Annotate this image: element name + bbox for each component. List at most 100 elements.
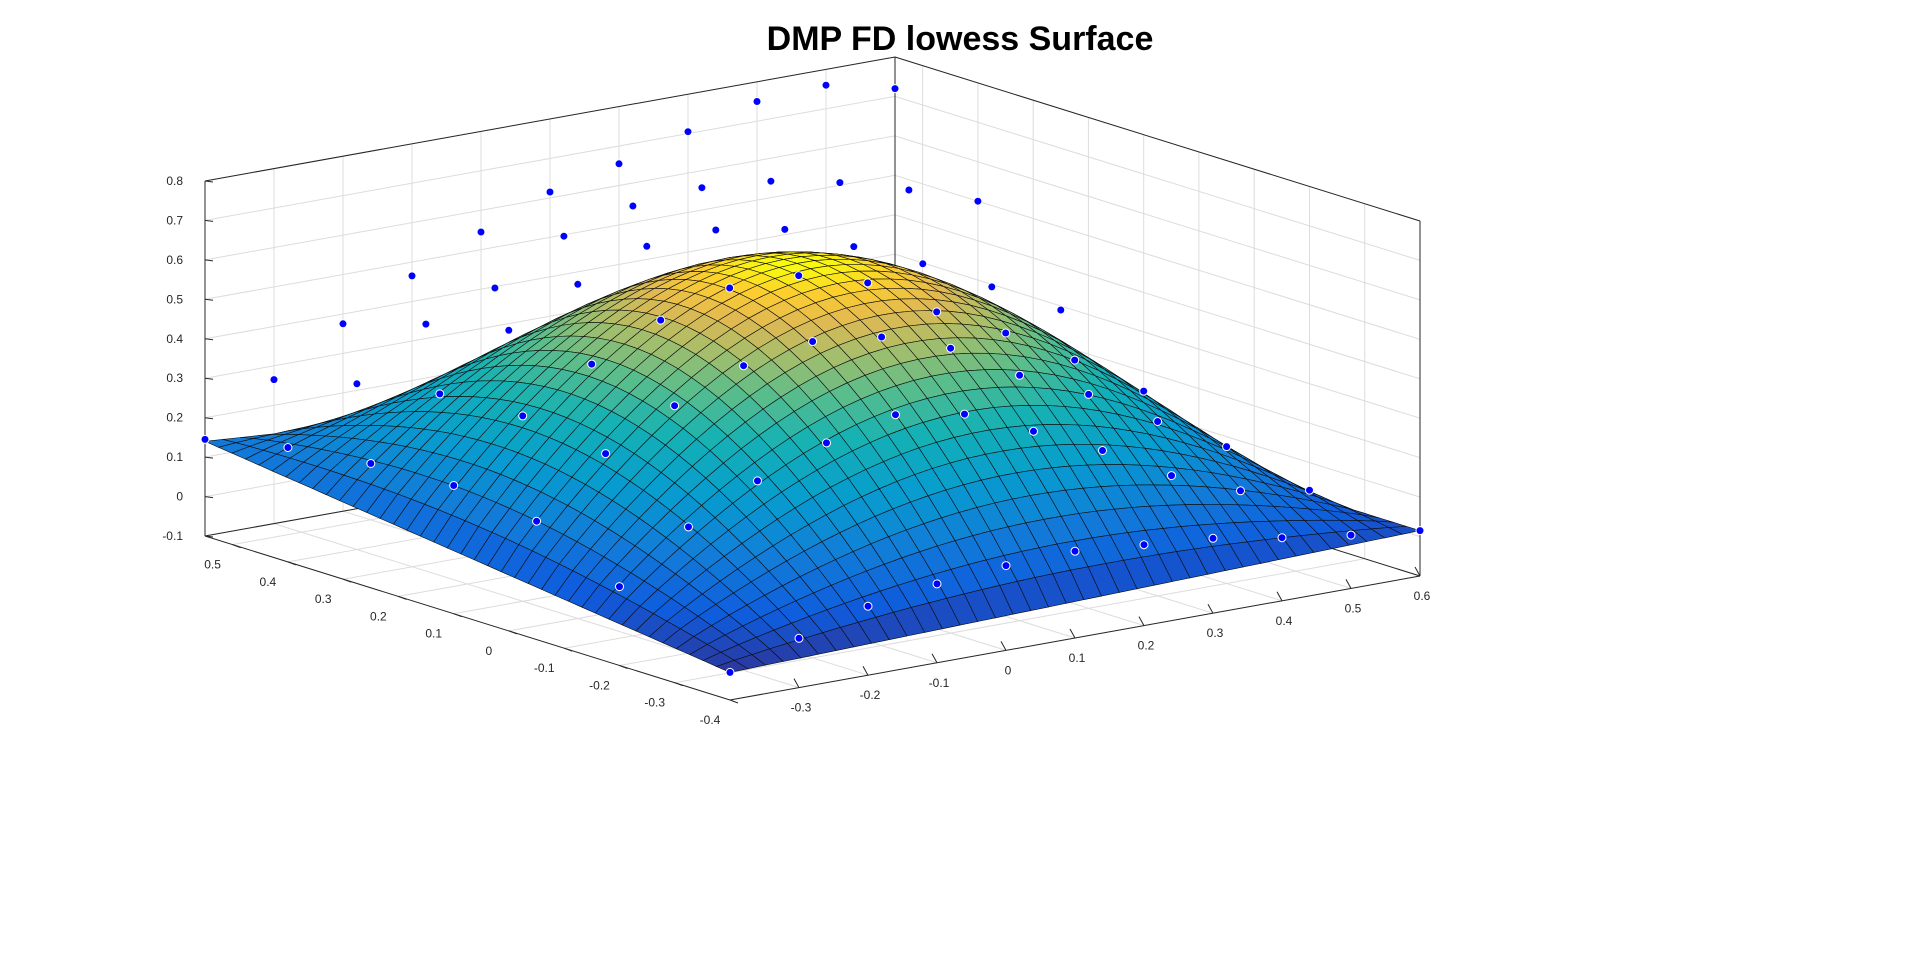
z-tick-mark [204, 219, 214, 222]
data-point [739, 361, 749, 371]
data-point [835, 178, 845, 188]
axis-box-edge [204, 56, 896, 182]
z-tick-mark [204, 338, 214, 341]
data-point [615, 582, 624, 592]
data-point [1001, 561, 1011, 571]
data-point [352, 379, 362, 389]
y-tick-mark [232, 544, 241, 549]
data-point [559, 231, 569, 241]
y-tick-label: 0.3 [315, 592, 332, 606]
data-point [932, 579, 942, 589]
y-tick-mark [398, 595, 407, 600]
x-tick-mark [1276, 591, 1283, 602]
z-tick-label: 0 [176, 490, 183, 504]
x-tick-mark [862, 665, 869, 676]
x-tick-label: 0.2 [1138, 639, 1155, 653]
data-point [1070, 355, 1080, 365]
y-tick-label: 0.1 [425, 627, 442, 641]
data-point [1070, 546, 1080, 556]
data-point [849, 242, 859, 252]
data-point [863, 278, 873, 288]
data-point [1346, 530, 1356, 540]
data-point [601, 449, 611, 459]
y-tick-label: -0.3 [644, 696, 665, 710]
data-point [670, 401, 680, 411]
data-point [490, 283, 500, 293]
chart-title: DMP FD lowess Surface [766, 20, 1154, 58]
data-point [1139, 386, 1149, 396]
z-tick-label: 0.6 [166, 253, 183, 267]
data-point [794, 271, 804, 281]
data-point [1167, 471, 1176, 481]
x-tick-label: 0.3 [1207, 626, 1224, 640]
data-point [573, 279, 583, 289]
data-point [338, 319, 348, 329]
y-tick-mark [287, 561, 297, 566]
z-tick-mark [204, 259, 214, 262]
x-tick-label: -0.2 [860, 688, 881, 702]
data-point [545, 187, 555, 197]
data-point [780, 224, 790, 234]
x-tick-mark [793, 678, 800, 688]
x-tick-mark [1138, 616, 1145, 626]
y-tick-label: 0.4 [260, 575, 277, 589]
z-tick-mark [204, 298, 214, 301]
y-tick-label: -0.4 [700, 713, 721, 727]
data-point [1236, 486, 1245, 496]
data-point [1015, 370, 1025, 380]
gridline-backwall-z [894, 135, 1421, 301]
axis-box-edge [894, 56, 1421, 222]
data-point [1056, 305, 1066, 315]
data-point [366, 459, 376, 468]
z-tick-mark [204, 456, 214, 459]
y-tick-mark [619, 665, 628, 669]
x-tick-mark [931, 653, 938, 664]
z-tick-mark [204, 496, 214, 499]
data-point [808, 337, 818, 346]
data-point [891, 410, 900, 420]
z-tick-label: 0.5 [166, 292, 183, 306]
x-tick-label: 0.1 [1069, 651, 1086, 665]
y-tick-mark [674, 682, 683, 687]
data-point [587, 359, 597, 369]
data-point [656, 315, 666, 325]
y-tick-mark [564, 647, 573, 652]
data-point [890, 84, 900, 94]
x-tick-mark [1000, 641, 1007, 651]
x-tick-mark [1414, 566, 1421, 577]
data-point [1029, 426, 1038, 436]
z-tick-label: 0.3 [166, 371, 183, 385]
surface-patch [715, 659, 749, 673]
data-point [932, 307, 942, 317]
gridline-backwall-z [894, 214, 1421, 380]
data-point [753, 476, 762, 486]
y-tick-label: -0.1 [534, 661, 555, 675]
data-point [877, 332, 887, 342]
data-point [684, 522, 693, 532]
data-point [504, 325, 514, 335]
data-point [200, 434, 210, 444]
data-point [822, 438, 831, 448]
z-tick-label: 0.2 [166, 411, 183, 425]
gridline-floor-y [674, 558, 1365, 684]
data-point [725, 283, 735, 293]
data-point [407, 271, 417, 281]
x-tick-label: 0.5 [1345, 601, 1362, 615]
data-point [697, 183, 707, 193]
x-tick-mark [1207, 603, 1214, 614]
y-tick-label: 0.5 [204, 558, 221, 572]
z-tick-label: 0.4 [166, 332, 183, 346]
x-tick-label: 0.4 [1276, 614, 1293, 628]
data-point [973, 196, 983, 206]
data-point [1084, 389, 1094, 399]
data-point [794, 633, 804, 643]
data-point [1139, 540, 1149, 550]
data-point [946, 343, 956, 353]
data-point [628, 201, 638, 211]
data-point [532, 516, 542, 526]
gridline-backwall-z [894, 95, 1421, 261]
data-points [200, 80, 1425, 677]
y-tick-label: 0 [486, 644, 493, 658]
data-point [725, 667, 735, 677]
